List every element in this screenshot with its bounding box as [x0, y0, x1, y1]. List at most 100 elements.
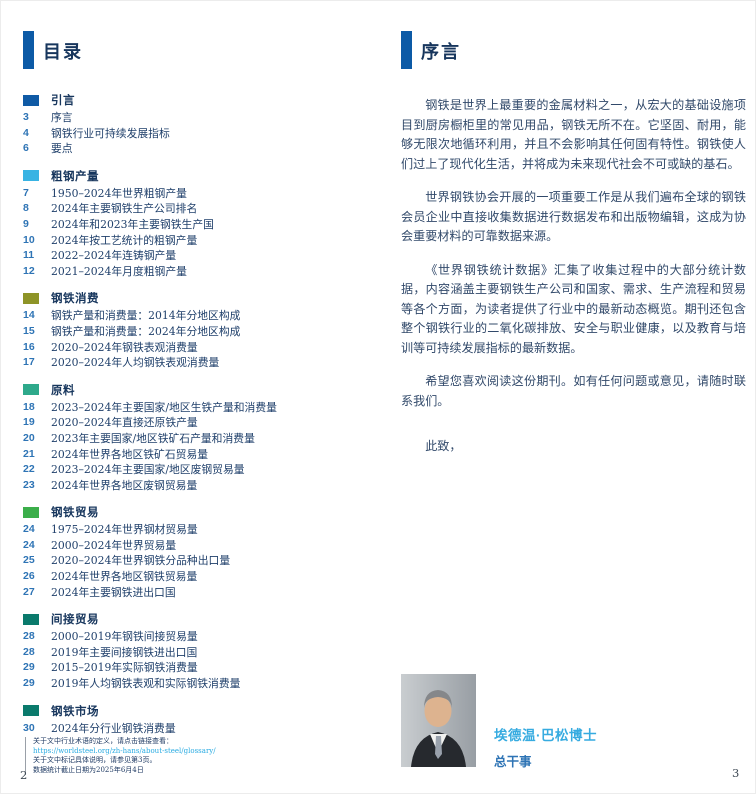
closing-salutation: 此致，: [425, 439, 462, 453]
toc-item[interactable]: 12 2021–2024年月度粗钢产量: [23, 264, 373, 280]
toc-item[interactable]: 9 2024年和2023年主要钢铁生产国: [23, 217, 373, 233]
toc-item[interactable]: 16 2020–2024年钢铁表观消费量: [23, 340, 373, 356]
toc-item-title: 钢铁产量和消费量：2014年分地区构成: [51, 309, 241, 323]
toc-item[interactable]: 24 2000–2024年世界贸易量: [23, 538, 373, 554]
toc-section: 引言 3 序言 4 钢铁行业可持续发展指标 6 要点: [23, 93, 373, 157]
section-header: 间接贸易: [23, 612, 373, 626]
toc-item[interactable]: 6 要点: [23, 141, 373, 157]
toc-item[interactable]: 20 2023年主要国家/地区铁矿石产量和消费量: [23, 431, 373, 447]
portrait-photo-graphic: [401, 674, 476, 767]
toc-item[interactable]: 8 2024年主要钢铁生产公司排名: [23, 201, 373, 217]
section-title: 钢铁消费: [51, 293, 99, 306]
toc-item[interactable]: 22 2023–2024年主要国家/地区废钢贸易量: [23, 462, 373, 478]
toc-item[interactable]: 28 2019年主要间接钢铁进出口国: [23, 645, 373, 661]
toc-item[interactable]: 3 序言: [23, 110, 373, 126]
signatory-title: 总干事: [494, 755, 532, 769]
toc-section: 间接贸易 28 2000–2019年钢铁间接贸易量 28 2019年主要间接钢铁进出口国…: [23, 612, 373, 691]
toc-item[interactable]: 26 2024年世界各地区钢铁贸易量: [23, 569, 373, 585]
toc-item[interactable]: 23 2024年世界各地区废钢贸易量: [23, 478, 373, 494]
toc-item-title: 2015–2019年实际钢铁消费量: [51, 661, 198, 675]
toc-item[interactable]: 24 1975–2024年世界钢材贸易量: [23, 522, 373, 538]
toc-item-page: 16: [23, 340, 35, 353]
toc-item[interactable]: 29 2019年人均钢铁表观和实际钢铁消费量: [23, 676, 373, 692]
preface-paragraph: 《世界钢铁统计数据》汇集了收集过程中的大部分统计数据，内容涵盖主要钢铁生产公司和…: [401, 262, 746, 355]
toc-section: 钢铁市场 30 2024年分行业钢铁消费量: [23, 704, 373, 737]
toc-item-title: 2022–2024年连铸钢产量: [51, 249, 177, 263]
toc-item-page: 23: [23, 478, 35, 491]
toc-item-title: 要点: [51, 142, 73, 156]
page-number-right: 3: [732, 766, 740, 780]
section-header: 引言: [23, 93, 373, 107]
page-title: 目录: [43, 42, 83, 62]
portrait-photo: [401, 674, 476, 767]
section-color-swatch: [23, 705, 39, 717]
toc-item-title: 2019年人均钢铁表观和实际钢铁消费量: [51, 677, 241, 691]
toc-section: 钢铁消费 14 钢铁产量和消费量：2014年分地区构成 15 钢铁产量和消费量：2024…: [23, 291, 373, 370]
toc-item-title: 2024年世界各地区钢铁贸易量: [51, 570, 198, 584]
signature-block: 埃德温·巴松博士 总干事: [494, 724, 597, 770]
toc-page: 目录 引言 3 序言 4 钢铁行业可持续发展指标 6 要点粗钢产量 7 1950–2024年世界…: [23, 31, 373, 736]
toc-item-title: 2024年主要钢铁进出口国: [51, 585, 176, 599]
toc-item-title: 2023年主要国家/地区铁矿石产量和消费量: [51, 431, 255, 445]
section-title: 钢铁市场: [51, 705, 99, 718]
section-color-swatch: [23, 506, 39, 518]
toc-item[interactable]: 4 钢铁行业可持续发展指标: [23, 126, 373, 142]
toc-item-page: 24: [23, 523, 35, 536]
preface-paragraph: 世界钢铁协会开展的一项重要工作是从我们遍布全球的钢铁会员企业中直接收集数据进行数…: [401, 190, 746, 243]
preface-paragraph: 希望您喜欢阅读这份期刊。如有任何问题或意见，请随时联系我们。: [401, 374, 746, 408]
toc-item-title: 2024年按工艺统计的粗钢产量: [51, 233, 198, 247]
toc-item-title: 2024年主要钢铁生产公司排名: [51, 202, 198, 216]
toc-item-page: 7: [23, 186, 29, 199]
section-title: 原料: [51, 384, 75, 397]
toc-item[interactable]: 21 2024年世界各地区铁矿石贸易量: [23, 447, 373, 463]
toc-item-title: 2019年主要间接钢铁进出口国: [51, 645, 198, 659]
toc-item-page: 19: [23, 416, 35, 429]
toc-item-title: 钢铁产量和消费量：2024年分地区构成: [51, 324, 241, 338]
toc-item-page: 20: [23, 431, 35, 444]
footnotes-block: 关于文中行业术语的定义，请点击链接查看： https://worldsteel.…: [25, 737, 216, 775]
toc-item-page: 4: [23, 126, 29, 139]
toc-item[interactable]: 7 1950–2024年世界粗钢产量: [23, 186, 373, 202]
toc-item[interactable]: 19 2020–2024年直接还原铁产量: [23, 415, 373, 431]
section-title: 间接贸易: [51, 614, 99, 627]
toc-item[interactable]: 25 2020–2024年世界钢铁分品种出口量: [23, 553, 373, 569]
toc-item-page: 28: [23, 645, 35, 658]
toc-item[interactable]: 28 2000–2019年钢铁间接贸易量: [23, 629, 373, 645]
section-color-swatch: [23, 384, 39, 396]
section-header: 粗钢产量: [23, 169, 373, 183]
section-title: 钢铁贸易: [51, 507, 99, 520]
toc-item-title: 钢铁行业可持续发展指标: [51, 126, 170, 140]
toc-item-page: 25: [23, 554, 35, 567]
toc-sections: 引言 3 序言 4 钢铁行业可持续发展指标 6 要点粗钢产量 7 1950–2024年世界粗钢产…: [23, 93, 373, 736]
toc-item-title: 2020–2024年钢铁表观消费量: [51, 340, 198, 354]
toc-item-title: 2020–2024年直接还原铁产量: [51, 416, 198, 430]
preface-paragraphs: 钢铁是世界上最重要的金属材料之一，从宏大的基础设施项目到厨房橱柜里的常见用品，钢…: [401, 96, 746, 411]
toc-item-title: 2000–2019年钢铁间接贸易量: [51, 630, 198, 644]
toc-item-title: 2024年和2023年主要钢铁生产国: [51, 217, 214, 231]
footnote-cutoff-date: 数据统计截止日期为2025年6月4日: [33, 765, 144, 774]
toc-item-page: 11: [23, 249, 35, 262]
toc-item-page: 28: [23, 630, 35, 643]
toc-item[interactable]: 27 2024年主要钢铁进出口国: [23, 585, 373, 601]
toc-item[interactable]: 17 2020–2024年人均钢铁表观消费量: [23, 355, 373, 371]
toc-item-title: 1950–2024年世界粗钢产量: [51, 186, 187, 200]
toc-item-title: 1975–2024年世界钢材贸易量: [51, 523, 198, 537]
toc-item-page: 12: [23, 264, 35, 277]
toc-item-title: 2024年分行业钢铁消费量: [51, 721, 176, 735]
section-header: 原料: [23, 383, 373, 397]
toc-item[interactable]: 11 2022–2024年连铸钢产量: [23, 248, 373, 264]
toc-item-page: 9: [23, 217, 29, 230]
section-header: 钢铁市场: [23, 704, 373, 718]
toc-item[interactable]: 10 2024年按工艺统计的粗钢产量: [23, 233, 373, 249]
toc-item[interactable]: 29 2015–2019年实际钢铁消费量: [23, 660, 373, 676]
section-header: 钢铁贸易: [23, 505, 373, 519]
toc-item[interactable]: 15 钢铁产量和消费量：2024年分地区构成: [23, 324, 373, 340]
toc-item-title: 2023–2024年主要国家/地区废钢贸易量: [51, 463, 245, 477]
toc-section: 钢铁贸易 24 1975–2024年世界钢材贸易量 24 2000–2024年世界贸易量…: [23, 505, 373, 600]
toc-item[interactable]: 18 2023–2024年主要国家/地区生铁产量和消费量: [23, 400, 373, 416]
glossary-link[interactable]: https://worldsteel.org/zh-hans/about-ste…: [33, 746, 216, 755]
toc-item-page: 17: [23, 356, 35, 369]
toc-item-title: 2020–2024年世界钢铁分品种出口量: [51, 554, 231, 568]
toc-item[interactable]: 14 钢铁产量和消费量：2014年分地区构成: [23, 308, 373, 324]
toc-item[interactable]: 30 2024年分行业钢铁消费量: [23, 721, 373, 737]
